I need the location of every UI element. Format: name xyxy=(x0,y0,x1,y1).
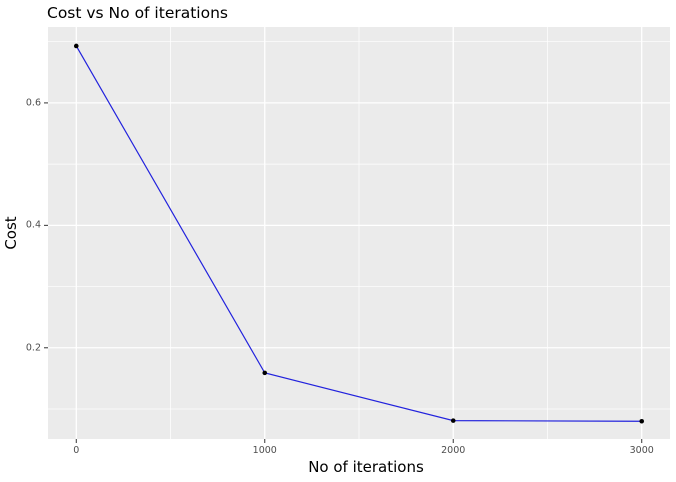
data-point xyxy=(450,418,456,423)
x-axis-title: No of iterations xyxy=(308,458,424,476)
y-tick-label: 0.4 xyxy=(25,219,41,231)
x-tick-label: 1000 xyxy=(252,445,277,456)
x-tick-label: 3000 xyxy=(629,445,654,456)
data-point xyxy=(73,43,79,49)
x-tick-label: 2000 xyxy=(441,445,466,456)
data-point xyxy=(639,418,645,424)
cost-line xyxy=(75,45,642,422)
data-point xyxy=(262,370,268,376)
y-tick-label: 0.6 xyxy=(25,97,41,109)
x-tick-label: 0 xyxy=(73,445,80,456)
y-tick-label: 0.2 xyxy=(25,342,41,354)
chart-title: Cost vs No of iterations xyxy=(47,4,228,22)
